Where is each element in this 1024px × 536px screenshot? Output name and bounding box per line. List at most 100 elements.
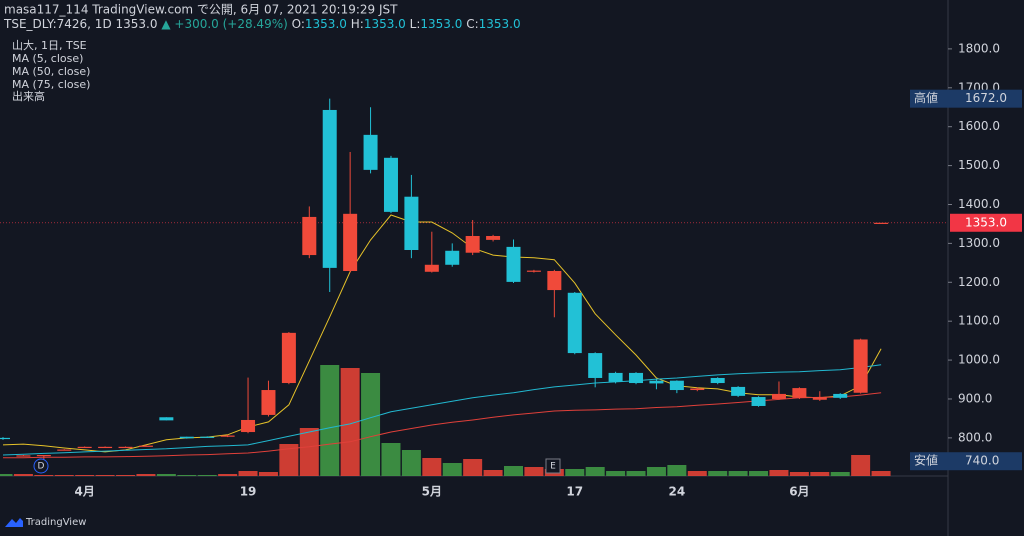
volume-bar [728, 471, 748, 476]
volume-bar [13, 474, 33, 476]
candle-body [771, 393, 786, 399]
volume-bar [136, 474, 156, 476]
change: ▲ +300.0 (+28.49%) [161, 17, 287, 31]
candle-body [16, 455, 31, 457]
volume-bar [504, 466, 523, 476]
candle-body [629, 372, 644, 384]
volume-bar [708, 471, 728, 476]
candle-body [77, 446, 92, 449]
candle-body [792, 388, 807, 398]
candle-body [36, 454, 51, 457]
candle-body [363, 134, 378, 170]
header-symbol-line: TSE_DLY:7426, 1D 1353.0 ▲ +300.0 (+28.49… [3, 17, 521, 31]
volume-bar [830, 472, 850, 476]
last-price: 1353.0 [116, 17, 158, 31]
volume-bar [0, 474, 13, 476]
candle-body [608, 372, 623, 382]
candle-body [690, 388, 705, 391]
volume-bar [340, 368, 360, 476]
marker-value: 1672.0 [965, 91, 1007, 105]
volume-bar [667, 465, 687, 476]
candle-body [383, 157, 398, 212]
y-tick-label: 1400.0 [958, 197, 1000, 211]
marker-label: 高値 [914, 90, 938, 105]
y-tick-label: 1200.0 [958, 275, 1000, 289]
marker-box [910, 452, 1022, 471]
volume-bar [422, 458, 442, 476]
legend-entry[interactable]: MA (5, close) [12, 52, 83, 65]
last-price-box [950, 213, 1022, 232]
ohlc-value: 1353.0 [420, 17, 462, 31]
volume-bar [483, 470, 503, 476]
volume-bar [258, 472, 278, 476]
volume-bar [524, 467, 544, 476]
volume-bar [769, 470, 789, 476]
y-tick-label: 1500.0 [958, 158, 1000, 172]
candle-body [710, 377, 725, 384]
volume-bar [299, 428, 319, 476]
symbol: TSE_DLY:7426, 1D [3, 17, 112, 31]
candle-body [302, 216, 317, 256]
x-tick-label: 5月 [422, 485, 442, 499]
y-tick-label: 900.0 [958, 391, 992, 405]
ohlc-key: C: [466, 17, 478, 31]
ohlc-value: 1353.0 [305, 17, 347, 31]
candle-body [833, 393, 848, 398]
y-tick-label: 1600.0 [958, 119, 1000, 133]
volume-bar [279, 444, 299, 476]
header-line: masa117_114 TradingView.com で公開, 6月 07, … [4, 3, 398, 17]
volume-bar [54, 475, 74, 476]
legend-entry[interactable]: MA (75, close) [12, 78, 90, 91]
candle-body [812, 397, 827, 400]
event-label: E [550, 462, 556, 472]
marker-label: 安値 [914, 453, 938, 468]
last-price-label: 1353.0 [965, 215, 1007, 229]
y-tick-label: 800.0 [958, 430, 992, 444]
candle-body [138, 445, 153, 447]
ma-line [3, 392, 882, 459]
x-tick-label: 24 [669, 485, 686, 499]
candle-body [547, 271, 562, 291]
volume-bar [95, 475, 115, 476]
ohlc-value: 1353.0 [479, 17, 521, 31]
y-tick-label: 1000.0 [958, 353, 1000, 367]
candle-body [57, 449, 72, 451]
candle-body [649, 380, 664, 384]
volume-bar [218, 474, 238, 476]
brand-name: TradingView [25, 517, 86, 528]
legend-entry[interactable]: 出来高 [12, 89, 45, 103]
legend-entry[interactable]: MA (50, close) [12, 65, 90, 78]
candle-body [424, 264, 439, 272]
candle-body [241, 419, 256, 433]
legend-title: 山大, 1日, TSE [12, 38, 87, 52]
x-tick-label: 19 [240, 485, 257, 499]
candle-body [98, 446, 113, 449]
volume-bar [626, 471, 646, 476]
x-tick-label: 4月 [75, 485, 95, 499]
volume-bar [238, 471, 258, 476]
candle-body [445, 250, 460, 265]
candle-body [751, 397, 766, 406]
ohlc-key: H: [351, 17, 364, 31]
x-tick-label: 17 [566, 485, 583, 499]
candle-body [261, 390, 276, 415]
candle-body [486, 235, 501, 240]
volume-bar [177, 475, 197, 476]
volume-bar [361, 373, 381, 476]
volume-bar [156, 474, 176, 476]
ohlc-value: 1353.0 [364, 17, 406, 31]
candle-body [506, 246, 521, 282]
candle-body [731, 386, 746, 396]
event-label: D [38, 462, 45, 472]
candle-body [588, 353, 603, 378]
y-tick-label: 1300.0 [958, 236, 1000, 250]
candle-body [567, 292, 582, 354]
brand-logo[interactable]: TradingView [5, 517, 86, 528]
candle-body [200, 436, 215, 438]
volume-bar [851, 455, 871, 476]
volume-bar [565, 469, 585, 476]
y-tick-label: 1800.0 [958, 41, 1000, 55]
volume-bar [116, 475, 136, 476]
volume-bar [789, 472, 809, 476]
